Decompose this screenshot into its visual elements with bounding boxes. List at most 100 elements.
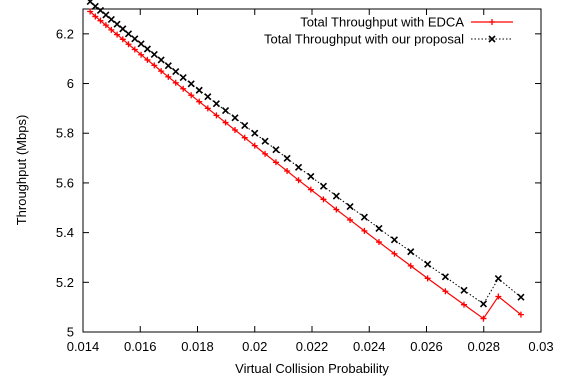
data-point — [87, 8, 94, 15]
data-point — [204, 93, 212, 101]
data-point — [517, 293, 525, 301]
series-line — [89, 1, 522, 305]
data-point — [150, 50, 158, 59]
data-point — [294, 163, 303, 171]
x-tick-label: 0.024 — [353, 339, 386, 354]
data-point — [241, 134, 248, 141]
y-tick-label: 5 — [67, 325, 74, 340]
data-point — [107, 15, 115, 24]
data-point — [172, 68, 180, 76]
series-1 — [87, 8, 524, 322]
data-point — [124, 30, 133, 38]
x-axis-ticks: 0.014 0.016 0.018 0.02 0.022 0.024 0.026 0.028 0… — [67, 9, 554, 354]
data-point — [164, 62, 172, 70]
data-point — [172, 79, 179, 86]
data-point — [188, 92, 195, 99]
data-point — [360, 213, 368, 221]
data-point — [347, 216, 354, 223]
data-point — [241, 121, 249, 130]
legend-marker — [488, 35, 496, 43]
data-point — [131, 46, 138, 53]
legend-label: Total Throughput with EDCA — [300, 15, 464, 30]
data-point — [272, 159, 279, 166]
data-point — [221, 107, 230, 115]
data-point — [187, 80, 195, 88]
x-tick-label: 0.016 — [124, 339, 157, 354]
data-point — [196, 98, 203, 105]
data-point — [137, 40, 145, 48]
legend-marker — [489, 19, 495, 25]
series-2 — [86, 0, 525, 308]
data-point — [212, 100, 220, 108]
data-point — [307, 172, 315, 181]
data-point — [119, 25, 127, 33]
series-line — [89, 11, 522, 320]
data-point — [424, 275, 431, 282]
data-point — [442, 288, 449, 295]
y-tick-label: 5.4 — [56, 225, 74, 240]
y-tick-label: 5.8 — [56, 126, 74, 141]
series-layer — [86, 0, 525, 322]
data-point — [391, 250, 398, 257]
y-tick-label: 6 — [67, 76, 74, 91]
y-axis-ticks: 5 5.2 5.4 5.6 5.8 6 6.2 — [56, 26, 541, 340]
y-tick-label: 5.2 — [56, 275, 74, 290]
x-tick-label: 0.03 — [528, 339, 553, 354]
data-point — [261, 137, 269, 145]
data-point — [119, 36, 126, 43]
data-point — [407, 262, 414, 269]
data-point — [138, 51, 145, 58]
data-point — [92, 13, 99, 20]
data-point — [375, 224, 383, 232]
data-point — [213, 112, 220, 119]
data-point — [494, 275, 502, 283]
legend: Total Throughput with EDCA Total Throughp… — [264, 15, 513, 47]
data-point — [272, 146, 280, 154]
data-point — [131, 35, 139, 43]
data-point — [407, 248, 415, 256]
data-point — [441, 273, 449, 281]
x-tick-label: 0.022 — [296, 339, 329, 354]
y-tick-label: 6.2 — [56, 26, 74, 41]
x-tick-label: 0.014 — [67, 339, 100, 354]
x-tick-label: 0.026 — [410, 339, 443, 354]
data-point — [262, 150, 269, 157]
data-point — [319, 182, 328, 190]
data-point — [460, 286, 468, 294]
data-point — [480, 315, 487, 322]
data-point — [125, 41, 132, 48]
data-point — [144, 56, 151, 63]
data-point — [108, 26, 115, 33]
data-point — [495, 293, 502, 300]
data-point — [307, 186, 314, 193]
data-point — [231, 127, 238, 134]
data-point — [390, 236, 399, 244]
data-point — [204, 105, 211, 112]
x-axis-label: Virtual Collision Probability — [235, 361, 389, 376]
data-point — [251, 129, 259, 137]
data-point — [151, 62, 158, 69]
x-tick-label: 0.02 — [242, 339, 267, 354]
data-point — [222, 119, 229, 126]
data-point — [517, 311, 524, 318]
x-tick-label: 0.018 — [181, 339, 214, 354]
data-point — [333, 206, 340, 213]
data-point — [460, 301, 467, 308]
y-tick-label: 5.6 — [56, 175, 74, 190]
data-point — [179, 74, 187, 82]
data-point — [158, 68, 165, 75]
data-point — [165, 73, 172, 80]
data-point — [284, 167, 291, 174]
data-point — [102, 22, 109, 29]
data-point — [424, 260, 432, 268]
data-point — [143, 45, 151, 53]
data-point — [320, 196, 327, 203]
y-axis-label: Throughput (Mbps) — [14, 115, 29, 226]
data-point — [180, 85, 187, 92]
data-point — [295, 177, 302, 184]
data-point — [231, 114, 239, 122]
data-point — [251, 142, 258, 149]
data-point — [332, 192, 340, 200]
legend-label: Total Throughput with our proposal — [264, 32, 464, 47]
